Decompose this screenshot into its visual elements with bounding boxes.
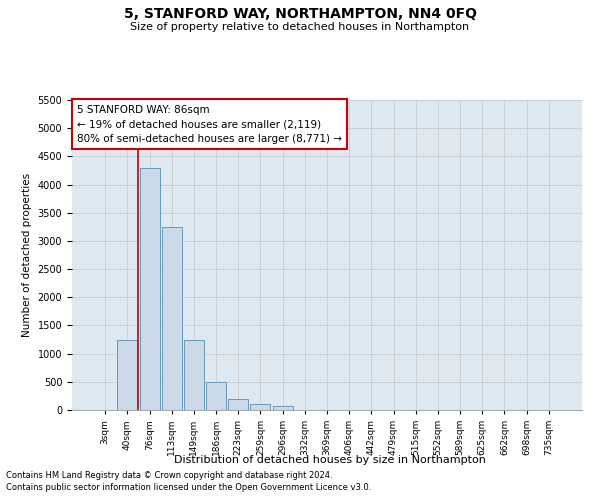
Bar xyxy=(228,398,248,410)
Bar xyxy=(118,340,137,410)
Bar xyxy=(272,406,293,410)
Bar xyxy=(250,404,271,410)
Bar xyxy=(140,168,160,410)
Bar xyxy=(206,382,226,410)
Text: Contains public sector information licensed under the Open Government Licence v3: Contains public sector information licen… xyxy=(6,484,371,492)
Bar xyxy=(162,227,182,410)
Bar xyxy=(184,340,204,410)
Text: Size of property relative to detached houses in Northampton: Size of property relative to detached ho… xyxy=(130,22,470,32)
Text: Contains HM Land Registry data © Crown copyright and database right 2024.: Contains HM Land Registry data © Crown c… xyxy=(6,471,332,480)
Y-axis label: Number of detached properties: Number of detached properties xyxy=(22,173,32,337)
Text: Distribution of detached houses by size in Northampton: Distribution of detached houses by size … xyxy=(174,455,486,465)
Text: 5 STANFORD WAY: 86sqm
← 19% of detached houses are smaller (2,119)
80% of semi-d: 5 STANFORD WAY: 86sqm ← 19% of detached … xyxy=(77,104,342,144)
Text: 5, STANFORD WAY, NORTHAMPTON, NN4 0FQ: 5, STANFORD WAY, NORTHAMPTON, NN4 0FQ xyxy=(124,8,476,22)
